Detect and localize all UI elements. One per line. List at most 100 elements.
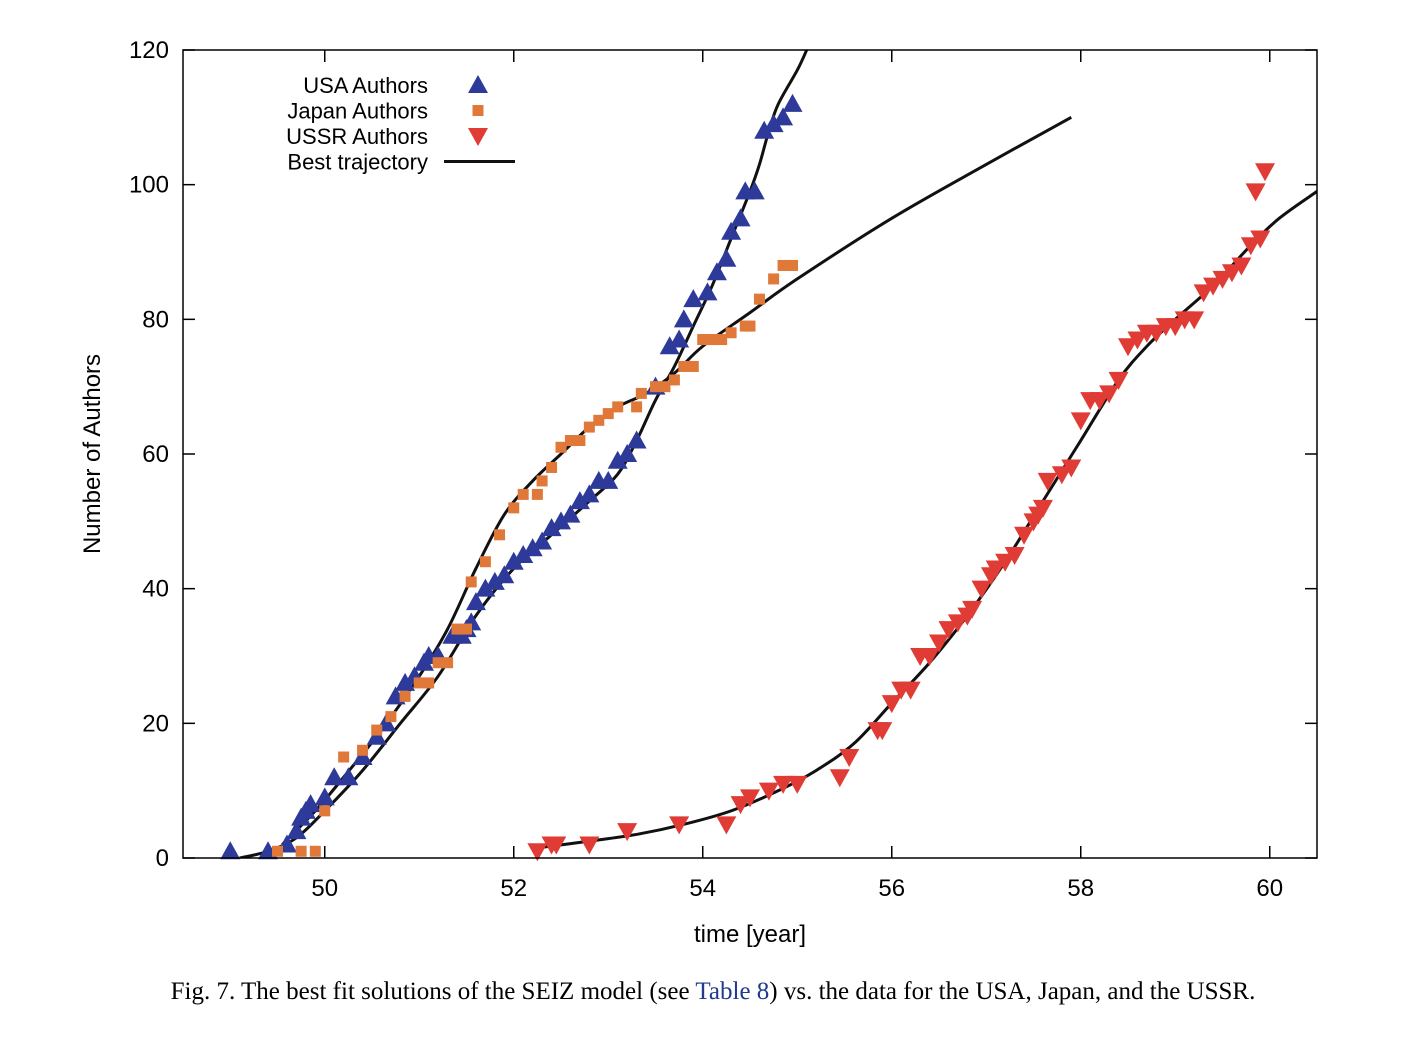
- japan-authors-point: [787, 259, 799, 271]
- japan-authors-point: [508, 502, 520, 514]
- japan-authors-point: [385, 711, 397, 723]
- y-tick-label: 40: [142, 576, 169, 603]
- japan-authors-point: [546, 461, 558, 473]
- usa-authors-point: [673, 309, 694, 328]
- japan-authors-point: [465, 576, 477, 588]
- ussr-authors-point: [716, 816, 737, 835]
- japan-authors-point: [668, 374, 680, 386]
- usa-authors-point: [626, 430, 647, 449]
- ussr-authors-point: [617, 823, 638, 842]
- legend-label: Best trajectory: [287, 150, 428, 175]
- x-tick-label: 60: [1256, 875, 1283, 902]
- usa-authors-point: [730, 208, 751, 227]
- ussr-authors-point: [900, 681, 921, 700]
- tick-labels: 50 52 54 56 58 60 0 20 40 60 80 100 120: [129, 37, 1283, 902]
- y-tick-label: 60: [142, 441, 169, 468]
- ussr-authors-point: [839, 749, 860, 767]
- japan-authors-point: [295, 845, 307, 857]
- ussr-authors-point: [669, 816, 690, 835]
- japan-authors-point: [583, 421, 595, 433]
- japan-authors-point: [744, 320, 756, 332]
- usa-authors-point: [773, 107, 794, 126]
- ussr-authors-point: [1203, 277, 1224, 296]
- ussr-authors-point: [773, 775, 794, 794]
- japan-authors-point: [531, 488, 543, 500]
- ussr-authors-point: [1099, 385, 1120, 404]
- ussr-authors-point: [1108, 371, 1129, 390]
- ussr-authors-point: [872, 722, 893, 741]
- japan-authors-point: [442, 657, 454, 669]
- usa-authors-point: [744, 181, 765, 200]
- japan-authors-point: [413, 677, 425, 689]
- usa-authors-point: [532, 531, 553, 550]
- ussr-authors-point: [971, 580, 992, 599]
- x-tick-label: 50: [311, 875, 338, 902]
- data-markers: [220, 93, 1276, 862]
- ussr-authors-point: [1250, 230, 1271, 249]
- japan-authors-point: [461, 623, 472, 635]
- ussr-authors-point: [1193, 284, 1214, 303]
- japan-authors-point: [517, 488, 529, 500]
- japan-authors-point: [697, 334, 709, 346]
- ussr-authors-point: [1165, 318, 1186, 337]
- japan-authors-point: [612, 401, 624, 413]
- caption-text-after: ) vs. the data for the USA, Japan, and t…: [769, 978, 1256, 1005]
- japan-authors-point: [659, 381, 671, 393]
- japan-authors-point: [494, 529, 506, 541]
- japan-authors-point: [555, 441, 567, 453]
- japan-authors-point: [309, 845, 321, 857]
- y-tick-label: 20: [142, 710, 169, 737]
- usa-authors-point: [716, 248, 737, 267]
- usa-authors-point: [617, 444, 638, 462]
- usa-authors-point: [763, 114, 784, 133]
- japan-authors-point: [371, 724, 383, 736]
- ussr-authors-point: [1255, 163, 1276, 182]
- legend-label: Japan Authors: [287, 99, 428, 124]
- usa-authors-point: [782, 93, 803, 112]
- usa-authors-point: [522, 538, 543, 557]
- ussr-authors-point: [995, 553, 1016, 572]
- japan-authors-point: [777, 259, 789, 271]
- usa-authors-point: [569, 491, 590, 510]
- usa-authors-point: [697, 282, 718, 301]
- usa-authors-point: [314, 787, 335, 806]
- ussr-authors-point: [546, 836, 567, 855]
- ussr-authors-point: [962, 600, 983, 619]
- ussr-authors-point: [919, 648, 940, 666]
- ussr-authors-point: [1061, 459, 1082, 478]
- usa-authors-point: [366, 726, 387, 745]
- ussr-authors-point: [1051, 466, 1072, 485]
- usa-authors-point: [706, 262, 727, 281]
- table-reference-link[interactable]: Table 8: [695, 978, 770, 1005]
- ussr-authors-point: [938, 621, 959, 640]
- japan-authors-point: [716, 334, 728, 346]
- x-tick-label: 52: [500, 875, 527, 902]
- japan-authors-point: [687, 360, 699, 372]
- usa-authors-point: [607, 450, 628, 469]
- usa-authors-point: [513, 545, 534, 563]
- ussr-authors-point: [1221, 264, 1242, 283]
- japan-authors-point: [725, 327, 737, 339]
- usa-authors-point: [465, 592, 486, 611]
- usa-authors-point: [579, 484, 600, 503]
- usa-authors-point: [324, 767, 345, 786]
- japan-authors-point: [451, 623, 463, 635]
- japan-authors-point: [423, 677, 435, 689]
- usa-authors-point: [395, 672, 416, 691]
- japan-authors-point: [479, 556, 491, 568]
- ussr-authors-point: [1127, 331, 1148, 350]
- ussr-authors-point: [1032, 499, 1053, 518]
- usa-authors-point: [503, 551, 524, 570]
- ussr-authors-point: [947, 614, 968, 633]
- plot-frame: [182, 49, 1318, 859]
- legend-label: USA Authors: [303, 73, 428, 98]
- usa-authors-point: [494, 565, 515, 584]
- usa-authors-point: [598, 470, 619, 489]
- japan-authors-point: [319, 805, 331, 817]
- ussr-authors-point: [527, 843, 548, 862]
- usa-authors-point: [683, 289, 704, 308]
- x-tick-label: 58: [1067, 875, 1094, 902]
- ussr-authors-point: [740, 789, 760, 808]
- legend-marker: [468, 128, 488, 146]
